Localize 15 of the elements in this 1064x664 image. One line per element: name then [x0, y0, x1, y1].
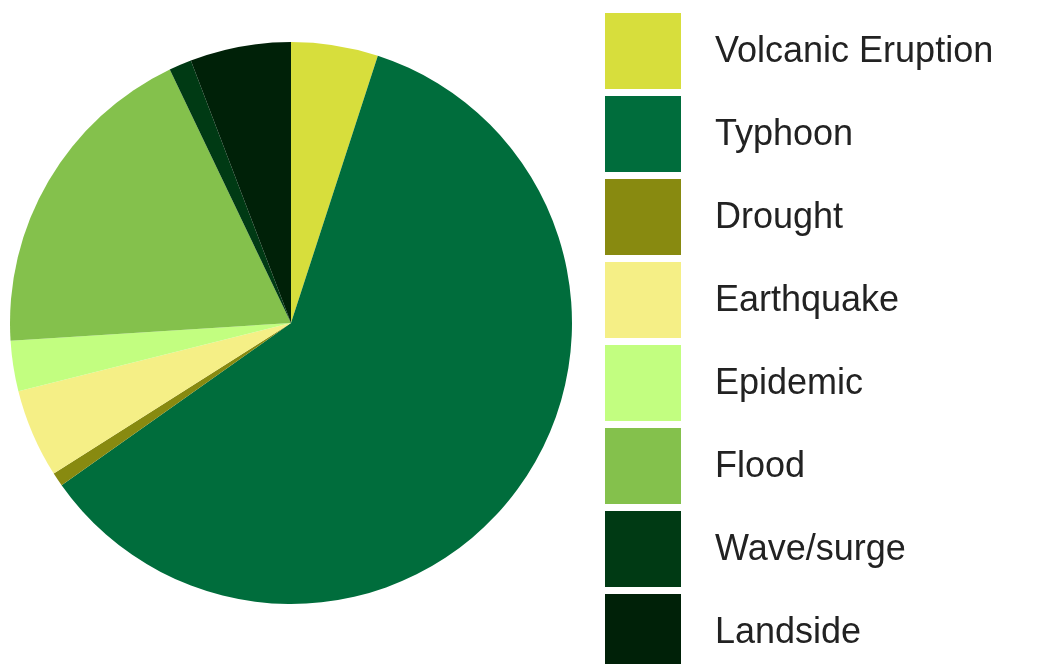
pie-slice: [10, 323, 291, 392]
legend-label: Wave/surge: [715, 527, 906, 568]
pie-slice: [190, 42, 291, 323]
legend-label: Earthquake: [715, 278, 900, 319]
legend-label: Epidemic: [715, 361, 864, 402]
pie-slice: [291, 42, 378, 323]
legend-label: Typhoon: [715, 112, 854, 153]
pie-slice: [10, 69, 291, 341]
legend-label: Flood: [715, 444, 806, 485]
pie-slice: [18, 323, 291, 474]
pie-slice: [61, 55, 572, 604]
legend-label: Landside: [715, 610, 862, 651]
legend-label: Drought: [715, 195, 844, 236]
pie-slice: [169, 60, 291, 323]
legend-label: Volcanic Eruption: [715, 29, 994, 70]
